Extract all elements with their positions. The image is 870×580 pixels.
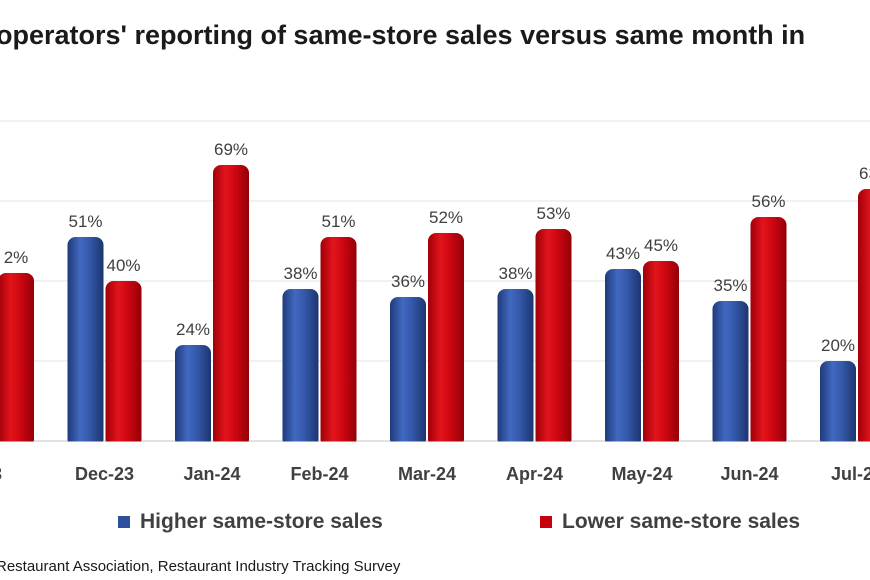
- bar-lower-Jul-24: [858, 189, 870, 447]
- x-tick-label-Jan-24: Jan-24: [183, 464, 240, 484]
- x-tick-label-Apr-24: Apr-24: [506, 464, 563, 484]
- x-tick-label-Nov-23: 3: [0, 464, 2, 484]
- data-label-lower-May-24: 45%: [644, 236, 678, 255]
- bar-higher-Apr-24: [497, 289, 534, 447]
- bar-lower-Dec-23: [105, 281, 142, 447]
- data-label-lower-Dec-23: 40%: [106, 256, 140, 275]
- data-label-lower-Jan-24: 69%: [214, 140, 248, 159]
- legend-item-lower: Lower same-store sales: [540, 510, 800, 534]
- data-label-lower-Nov-23: 2%: [4, 248, 29, 267]
- bar-lower-Jan-24: [213, 165, 249, 447]
- data-label-higher-Jun-24: 35%: [713, 276, 747, 295]
- x-tick-label-Jun-24: Jun-24: [720, 464, 778, 484]
- legend-swatch-lower: [540, 516, 552, 528]
- x-tick-label-Dec-23: Dec-23: [75, 464, 134, 484]
- bar-lower-Jun-24: [750, 217, 787, 447]
- data-label-lower-Mar-24: 52%: [429, 208, 463, 227]
- bar-higher-Dec-23: [67, 237, 104, 447]
- data-label-higher-Apr-24: 38%: [498, 264, 532, 283]
- x-tick-label-Jul-24: Jul-24: [831, 464, 870, 484]
- bar-higher-Jun-24: [712, 301, 749, 447]
- data-label-lower-Feb-24: 51%: [321, 212, 355, 231]
- data-label-higher-May-24: 43%: [606, 244, 640, 263]
- bar-lower-Apr-24: [535, 229, 572, 447]
- bar-higher-Jan-24: [175, 345, 211, 447]
- data-label-higher-Jul-24: 20%: [821, 336, 855, 355]
- x-tick-label-Mar-24: Mar-24: [398, 464, 456, 484]
- legend-swatch-higher: [118, 516, 130, 528]
- legend-label-higher: Higher same-store sales: [140, 510, 383, 533]
- bar-lower-May-24: [643, 261, 679, 447]
- baseline-mask: [0, 441, 870, 452]
- bar-higher-Mar-24: [390, 297, 426, 447]
- x-tick-label-Feb-24: Feb-24: [290, 464, 348, 484]
- data-label-higher-Mar-24: 36%: [391, 272, 425, 291]
- data-label-lower-Jun-24: 56%: [751, 192, 785, 211]
- legend: Higher same-store sales Lower same-store…: [0, 510, 870, 538]
- legend-item-higher: Higher same-store sales: [118, 510, 383, 534]
- bar-lower-Mar-24: [428, 233, 464, 447]
- bar-higher-Jul-24: [820, 361, 856, 447]
- data-label-lower-Apr-24: 53%: [536, 204, 570, 223]
- data-label-higher-Feb-24: 38%: [283, 264, 317, 283]
- bar-lower-Nov-23: [0, 273, 34, 447]
- bar-higher-Feb-24: [282, 289, 319, 447]
- source-note: Restaurant Association, Restaurant Indus…: [0, 558, 401, 575]
- x-tick-label-May-24: May-24: [611, 464, 672, 484]
- data-label-lower-Jul-24: 63%: [859, 164, 870, 183]
- legend-label-lower: Lower same-store sales: [562, 510, 801, 533]
- data-label-higher-Jan-24: 24%: [176, 320, 210, 339]
- bar-lower-Feb-24: [320, 237, 357, 447]
- bar-chart: 2%51%40%24%69%38%51%36%52%38%53%43% 45%35…: [0, 120, 870, 484]
- data-label-higher-Dec-23: 51%: [68, 212, 102, 231]
- chart-title: operators' reporting of same-store sales…: [0, 20, 806, 50]
- bar-higher-May-24: [605, 269, 641, 447]
